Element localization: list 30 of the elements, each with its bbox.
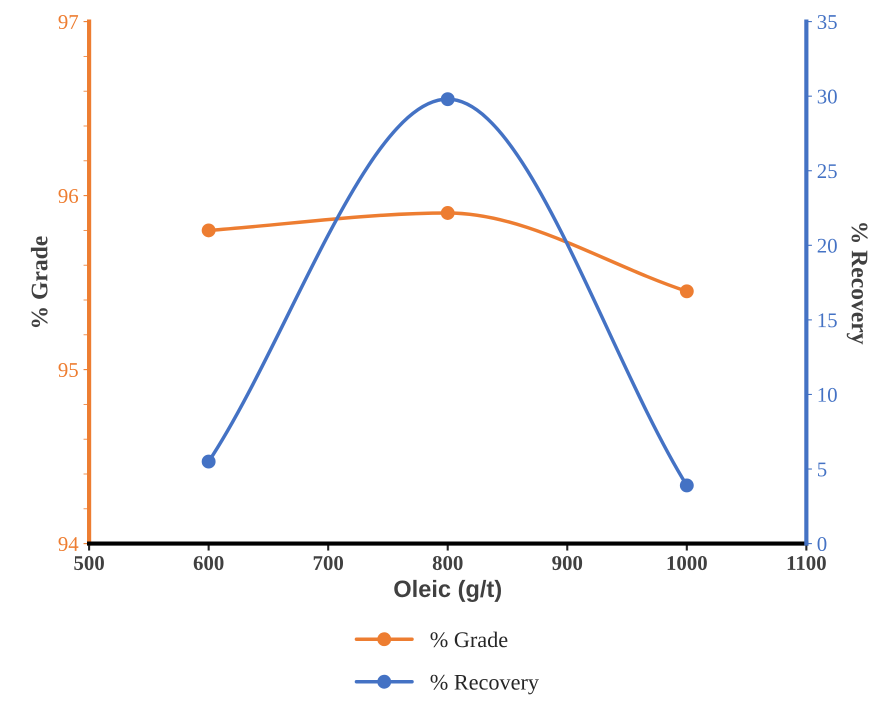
y-axis-title: % Grade (30, 236, 48, 328)
legend-label: % Recovery (430, 674, 539, 694)
point (680, 284, 694, 298)
y2-tick-label: 30 (818, 90, 837, 104)
x-tick-label: 1100 (788, 556, 826, 570)
y-tick-label: 94 (58, 537, 78, 552)
legend-label: % Grade (430, 632, 508, 648)
y2-axis-title: % Recovery (846, 223, 868, 344)
y-tick-label: 95 (58, 363, 78, 378)
x-tick-label: 1000 (668, 556, 707, 570)
y2-tick-label: 20 (818, 238, 837, 253)
y2-tick-label: 25 (818, 164, 837, 178)
y2-tick-label: 15 (818, 313, 837, 328)
x-axis-title: Oleic (g/t) (394, 580, 501, 602)
y2-tick-label: 5 (818, 462, 826, 476)
x-tick-label: 900 (552, 556, 582, 570)
y2-tick-label: 0 (818, 536, 826, 552)
y-tick-label: 96 (58, 189, 78, 204)
point (680, 478, 694, 492)
point (202, 223, 216, 238)
y2-tick-label: 35 (818, 15, 837, 30)
y2-tick-label: 10 (818, 388, 837, 402)
point (440, 92, 455, 106)
point (440, 206, 455, 220)
x-tick-label: 700 (314, 556, 344, 570)
y-tick-label: 97 (58, 15, 78, 30)
x-tick-label: 600 (194, 556, 224, 570)
point (202, 454, 216, 469)
x-tick-label: 800 (432, 556, 463, 570)
x-tick-label: 500 (74, 556, 104, 570)
